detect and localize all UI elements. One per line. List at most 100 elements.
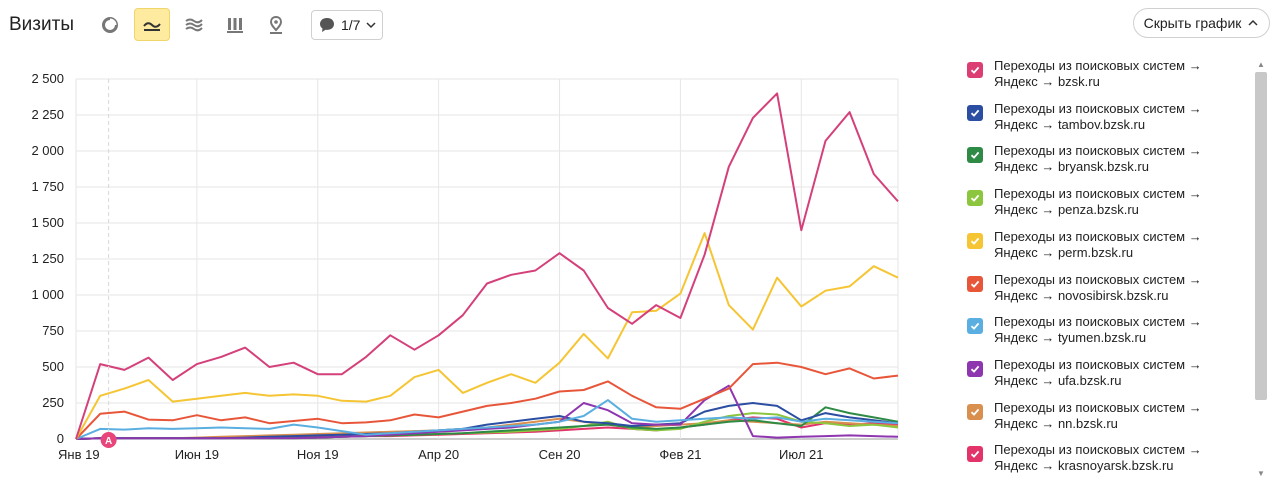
legend-label: Переходы из поисковых систем → Яндекс → n… (994, 400, 1239, 432)
hide-chart-button[interactable]: Скрыть график (1133, 8, 1270, 38)
line-chart-icon (143, 21, 161, 31)
legend-label: Переходы из поисковых систем → Яндекс → p… (994, 229, 1239, 261)
x-tick-label: Июл 21 (779, 447, 823, 462)
notes-count: 1/7 (341, 17, 361, 33)
column-chart-icon (227, 17, 243, 33)
checkmark-icon (970, 66, 980, 74)
legend-checkbox[interactable] (967, 275, 983, 292)
legend-label-line2: Яндекс → ufa.bzsk.ru (994, 372, 1122, 388)
stacked-area-button[interactable] (176, 8, 212, 41)
legend-label-line2: Яндекс → tyumen.bzsk.ru (994, 330, 1147, 346)
legend-item[interactable]: Переходы из поисковых систем → Яндекс → k… (967, 442, 1237, 482)
legend-label-line1: Переходы из поисковых систем → (994, 399, 1202, 415)
legend-label-line1: Переходы из поисковых систем → (994, 143, 1202, 159)
legend-item[interactable]: Переходы из поисковых систем → Яндекс → t… (967, 101, 1237, 141)
legend-checkbox[interactable] (967, 190, 983, 207)
legend-checkbox[interactable] (967, 403, 983, 420)
chart-toolbar: Визиты (0, 0, 1280, 50)
y-tick-label: 1 000 (31, 287, 64, 302)
line-chart-button[interactable] (134, 8, 170, 41)
series-line-bryansk-bzsk-ru[interactable] (75, 406, 899, 440)
grid-lines (75, 78, 899, 440)
series-line-bzsk-ru[interactable] (75, 92, 899, 440)
legend-checkbox[interactable] (967, 446, 983, 463)
chart-legend: Переходы из поисковых систем → Яндекс → b… (960, 58, 1250, 483)
legend-label: Переходы из поисковых систем → Яндекс → k… (994, 442, 1239, 474)
notes-dropdown[interactable]: 1/7 (311, 10, 383, 40)
legend-item[interactable]: Переходы из поисковых систем → Яндекс → p… (967, 186, 1237, 226)
y-tick-label: 500 (42, 359, 64, 374)
legend-label-line1: Переходы из поисковых систем → (994, 442, 1202, 458)
hide-chart-label: Скрыть график (1143, 15, 1242, 31)
y-tick-label: 1 750 (31, 179, 64, 194)
legend-label-line2: Яндекс → nn.bzsk.ru (994, 415, 1118, 431)
checkmark-icon (970, 365, 980, 373)
legend-scrollbar[interactable]: ▲ ▼ (1253, 58, 1269, 483)
legend-label-line1: Переходы из поисковых систем → (994, 228, 1202, 244)
checkmark-icon (970, 280, 980, 288)
map-icon (269, 15, 283, 34)
series-line-perm-bzsk-ru[interactable] (75, 232, 899, 440)
map-button[interactable] (258, 8, 294, 41)
legend-label: Переходы из поисковых систем → Яндекс → t… (994, 101, 1239, 133)
legend-label-line1: Переходы из поисковых систем → (994, 271, 1202, 287)
x-tick-label: Июн 19 (175, 447, 219, 462)
legend-label-line2: Яндекс → tambov.bzsk.ru (994, 116, 1146, 132)
legend-item[interactable]: Переходы из поисковых систем → Яндекс → n… (967, 400, 1237, 440)
legend-label: Переходы из поисковых систем → Яндекс → b… (994, 58, 1239, 90)
legend-item[interactable]: Переходы из поисковых систем → Яндекс → t… (967, 314, 1237, 354)
scroll-up-icon[interactable]: ▲ (1257, 60, 1265, 69)
visits-line-chart: 0 250 500 750 1 000 1 250 1 500 1 750 2 000 2 250… (31, 71, 899, 462)
comment-icon (320, 18, 334, 32)
series-line-novosibirsk-bzsk-ru[interactable] (75, 361, 899, 440)
checkmark-icon (970, 109, 980, 117)
x-tick-label: Сен 20 (539, 447, 581, 462)
legend-label: Переходы из поисковых систем → Яндекс → b… (994, 143, 1239, 175)
checkmark-icon (970, 451, 980, 459)
y-axis-ticks: 0 250 500 750 1 000 1 250 1 500 1 750 2 000 2 250… (31, 71, 64, 446)
scroll-thumb[interactable] (1255, 72, 1267, 400)
column-chart-button[interactable] (217, 8, 253, 41)
legend-item[interactable]: Переходы из поисковых систем → Яндекс → b… (967, 58, 1237, 98)
legend-label-line1: Переходы из поисковых систем → (994, 314, 1202, 330)
legend-checkbox[interactable] (967, 360, 983, 377)
legend-label-line2: Яндекс → perm.bzsk.ru (994, 244, 1134, 260)
legend-checkbox[interactable] (967, 232, 983, 249)
pie-chart-button[interactable] (92, 8, 128, 41)
checkmark-icon (970, 408, 980, 416)
checkmark-icon (970, 322, 980, 331)
legend-item[interactable]: Переходы из поисковых систем → Яндекс → p… (967, 229, 1237, 269)
legend-checkbox[interactable] (967, 147, 983, 164)
y-tick-label: 2 250 (31, 107, 64, 122)
y-tick-label: 2 000 (31, 143, 64, 158)
annotation-marker-label: A (105, 436, 112, 447)
checkmark-icon (970, 237, 980, 245)
legend-label-line1: Переходы из поисковых систем → (994, 58, 1202, 73)
legend-checkbox[interactable] (967, 318, 983, 335)
checkmark-icon (970, 152, 980, 160)
series-line-tyumen-bzsk-ru[interactable] (75, 399, 899, 440)
y-tick-label: 0 (57, 431, 64, 446)
chevron-up-icon (1248, 19, 1258, 26)
legend-label-line1: Переходы из поисковых систем → (994, 186, 1202, 202)
scroll-down-icon[interactable]: ▼ (1257, 469, 1265, 478)
x-tick-label: Апр 20 (418, 447, 459, 462)
y-tick-label: 250 (42, 395, 64, 410)
legend-label-line2: Яндекс → krasnoyarsk.bzsk.ru (994, 458, 1174, 474)
legend-checkbox[interactable] (967, 104, 983, 121)
legend-label: Переходы из поисковых систем → Яндекс → t… (994, 314, 1239, 346)
page-title: Визиты (9, 14, 74, 35)
legend-label-line2: Яндекс → penza.bzsk.ru (994, 202, 1139, 218)
legend-item[interactable]: Переходы из поисковых систем → Яндекс → n… (967, 272, 1237, 312)
legend-label: Переходы из поисковых систем → Яндекс → u… (994, 357, 1239, 389)
y-tick-label: 750 (42, 323, 64, 338)
legend-item[interactable]: Переходы из поисковых систем → Яндекс → u… (967, 357, 1237, 397)
x-axis-ticks: Янв 19 Июн 19 Ноя 19 Апр 20 Сен 20 Фев 21 Июл … (58, 447, 824, 462)
legend-item[interactable]: Переходы из поисковых систем → Яндекс → b… (967, 143, 1237, 183)
legend-label-line1: Переходы из поисковых систем → (994, 356, 1202, 372)
series-line-ufa-bzsk-ru[interactable] (75, 384, 899, 440)
stacked-area-icon (185, 18, 203, 31)
annotation-marker[interactable]: A (100, 432, 117, 448)
legend-checkbox[interactable] (967, 62, 983, 78)
y-tick-label: 1 250 (31, 251, 64, 266)
